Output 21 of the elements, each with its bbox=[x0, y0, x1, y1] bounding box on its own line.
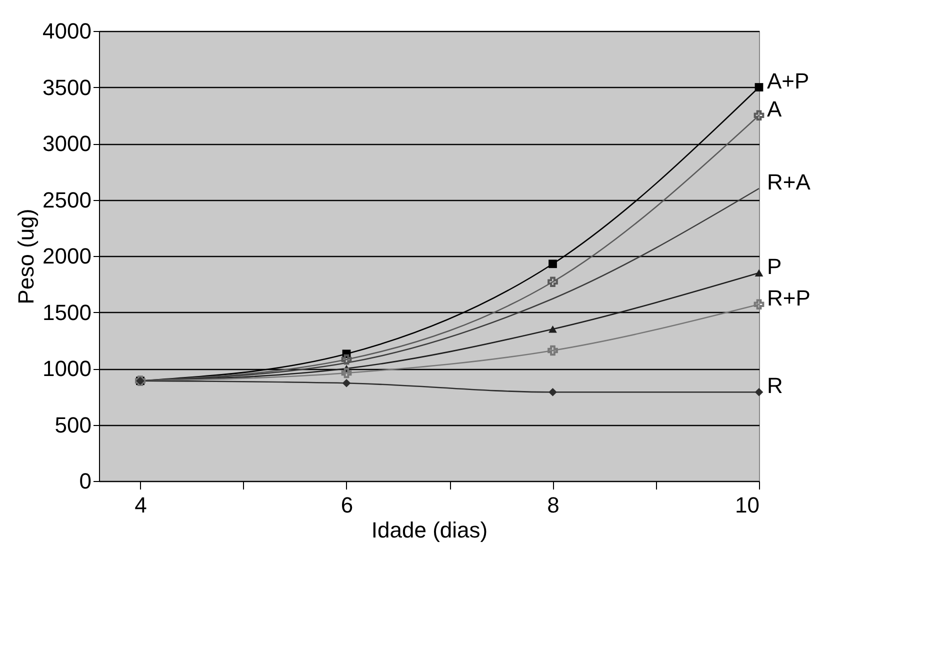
y-tick-label: 2000 bbox=[42, 244, 92, 268]
y-tick-label: 0 bbox=[79, 468, 92, 494]
y-tick-label: 3500 bbox=[42, 74, 92, 100]
y-tick-label: 500 bbox=[54, 412, 92, 438]
y-tick-label: 1500 bbox=[42, 300, 92, 325]
y-tick-label: 3000 bbox=[42, 131, 92, 156]
series-label: R+A bbox=[767, 170, 811, 194]
x-tick-label: 10 bbox=[735, 492, 760, 518]
x-axis-title: Idade (dias) bbox=[371, 518, 488, 542]
x-tick-label: 4 bbox=[134, 492, 147, 518]
x-tick-label: 6 bbox=[340, 492, 354, 518]
y-axis-title: Peso (ug) bbox=[14, 208, 39, 304]
series-label: A bbox=[767, 96, 782, 122]
y-tick-label: 1000 bbox=[42, 356, 92, 381]
x-tick-label: 8 bbox=[547, 492, 560, 518]
series-label: P bbox=[767, 254, 782, 279]
y-tick-label: 4000 bbox=[42, 18, 92, 44]
series-label: A+P bbox=[767, 68, 810, 94]
series-label: R+P bbox=[767, 285, 810, 310]
y-tick-label: 2500 bbox=[42, 187, 92, 212]
series-label: R bbox=[767, 373, 783, 398]
